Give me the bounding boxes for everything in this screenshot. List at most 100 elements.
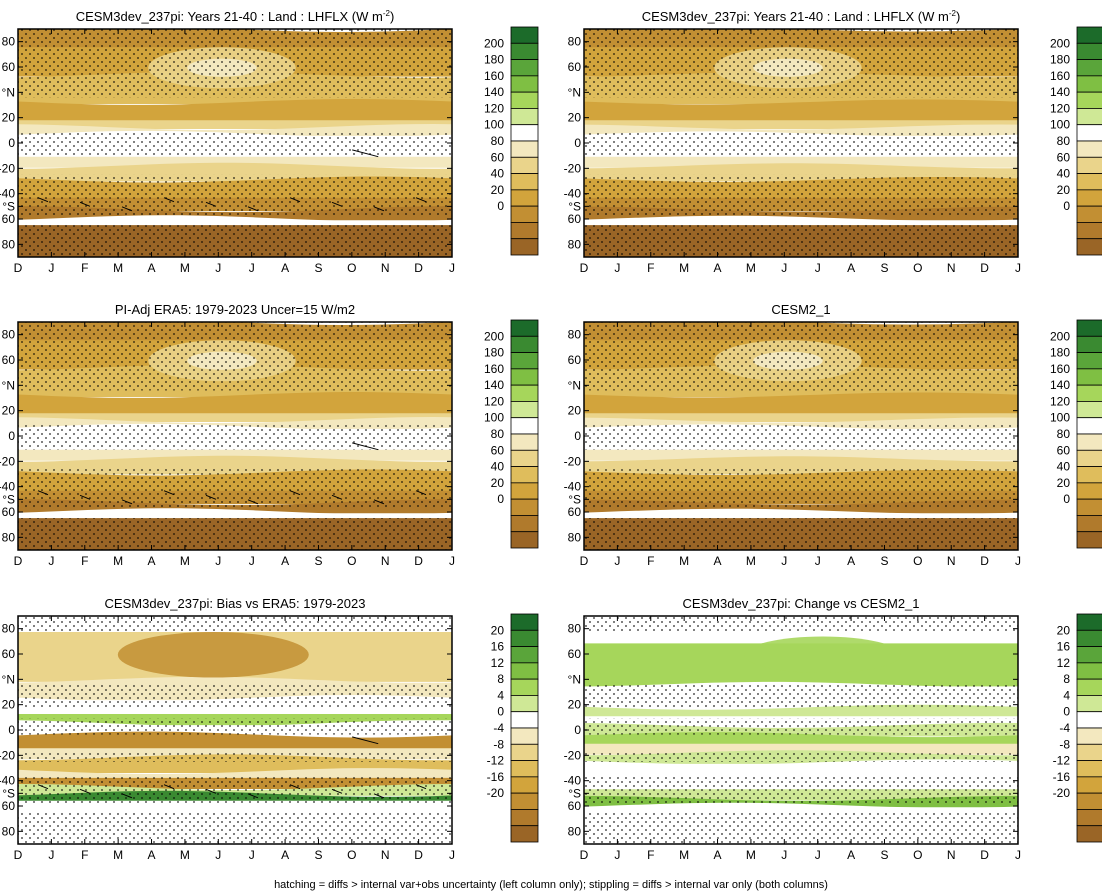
x-tick-label: D: [580, 261, 589, 275]
colorbar-label: 0: [1063, 705, 1070, 719]
colorbar-label: -4: [1059, 721, 1070, 735]
colorbar-swatch: [1076, 776, 1102, 794]
contour-band: [584, 215, 1018, 228]
colorbar-swatch: [510, 368, 539, 386]
colorbar-label: 200: [484, 36, 504, 50]
x-tick-label: D: [14, 848, 23, 862]
contour-band: [584, 392, 1018, 416]
y-tick-label: 0: [8, 723, 15, 737]
colorbar-swatch: [1076, 613, 1102, 631]
y-tick-label: 80: [2, 328, 16, 342]
x-tick-label: M: [679, 261, 689, 275]
x-tick-label: A: [847, 554, 855, 568]
x-tick-label: J: [449, 554, 455, 568]
colorbar-label: 160: [1050, 69, 1070, 83]
x-tick-label: M: [113, 554, 123, 568]
y-tick-label: 20: [568, 111, 582, 125]
colorbar-swatch: [1076, 384, 1102, 402]
y-tick-label: °N: [568, 672, 581, 686]
y-tick-label: °S: [568, 786, 581, 800]
stippling: [584, 616, 1018, 632]
y-tick-label: -20: [564, 161, 582, 175]
x-tick-label: D: [414, 848, 423, 862]
y-tick-label: -40: [0, 480, 15, 494]
colorbar-swatch: [510, 727, 539, 745]
x-tick-label: J: [48, 261, 54, 275]
colorbar-swatch: [510, 662, 539, 680]
colorbar-swatch: [1076, 466, 1102, 484]
panel-title: CESM3dev_237pi: Years 21-40 : Land : LHF…: [642, 9, 961, 24]
x-tick-label: O: [913, 261, 922, 275]
x-tick-label: M: [746, 554, 756, 568]
stippling: [18, 812, 452, 844]
y-tick-label: -20: [0, 454, 15, 468]
colorbar-swatch: [510, 613, 539, 631]
y-tick-label: °N: [2, 85, 15, 99]
title-sup: -2: [383, 9, 391, 18]
contour-band: [18, 392, 452, 416]
x-tick-label: A: [847, 261, 855, 275]
y-tick-label: 60: [2, 353, 16, 367]
colorbar-label: -16: [1053, 770, 1071, 784]
colorbar-label: 8: [497, 672, 504, 686]
hatch-mark: [121, 793, 133, 799]
colorbar-label: -20: [487, 786, 505, 800]
colorbar-swatch: [510, 466, 539, 484]
y-tick-label: 0: [574, 136, 581, 150]
colorbar-label: 60: [1057, 443, 1071, 457]
colorbar-swatch: [510, 189, 539, 207]
colorbar-swatch: [510, 482, 539, 500]
y-tick-label: 60: [2, 60, 16, 74]
x-tick-label: M: [679, 554, 689, 568]
y-tick-label: 0: [574, 723, 581, 737]
colorbar-swatch: [510, 695, 539, 713]
y-tick-label: °N: [568, 85, 581, 99]
stippling: [584, 718, 1018, 735]
y-tick-label: 80: [2, 622, 16, 636]
colorbar-swatch: [1076, 59, 1102, 77]
colorbar-swatch: [510, 319, 539, 337]
x-tick-label: J: [614, 261, 620, 275]
contour-band: [18, 449, 452, 461]
panel-title: CESM2_1: [771, 302, 830, 317]
stippling: [18, 718, 452, 735]
x-tick-label: J: [815, 261, 821, 275]
hatch-mark: [415, 784, 427, 790]
stippling: [584, 752, 1018, 762]
colorbar-swatch: [1076, 108, 1102, 126]
hatch-mark: [415, 197, 427, 203]
hatch-mark: [121, 206, 133, 212]
stippling: [18, 424, 452, 450]
contour-band: [18, 800, 452, 815]
colorbar-swatch: [1076, 433, 1102, 451]
x-tick-label: A: [148, 554, 156, 568]
colorbar-label: 8: [1063, 672, 1070, 686]
colorbar-label: 0: [1063, 492, 1070, 506]
colorbar-swatch: [1076, 809, 1102, 827]
stippling: [18, 322, 452, 391]
colorbar-swatch: [1076, 531, 1102, 549]
colorbar-swatch: [510, 498, 539, 516]
colorbar-label: -12: [487, 754, 505, 768]
colorbar-label: 80: [1057, 427, 1071, 441]
x-tick-label: A: [281, 261, 289, 275]
colorbar-label: 0: [1063, 199, 1070, 213]
x-tick-label: J: [449, 261, 455, 275]
x-tick-label: F: [647, 554, 654, 568]
bias-dry-region: [117, 631, 309, 678]
y-tick-label: °S: [2, 199, 15, 213]
y-tick-label: 0: [8, 429, 15, 443]
colorbar-label: 160: [484, 69, 504, 83]
x-tick-label: O: [347, 261, 356, 275]
x-tick-label: F: [81, 848, 88, 862]
x-tick-label: M: [746, 261, 756, 275]
x-tick-label: J: [614, 554, 620, 568]
colorbar-label: 180: [484, 346, 504, 360]
x-tick-label: M: [180, 261, 190, 275]
colorbar-swatch: [1076, 449, 1102, 467]
colorbar-swatch: [1076, 792, 1102, 810]
y-tick-label: 0: [574, 429, 581, 443]
colorbar-label: 120: [1050, 101, 1070, 115]
stippling: [18, 467, 452, 509]
